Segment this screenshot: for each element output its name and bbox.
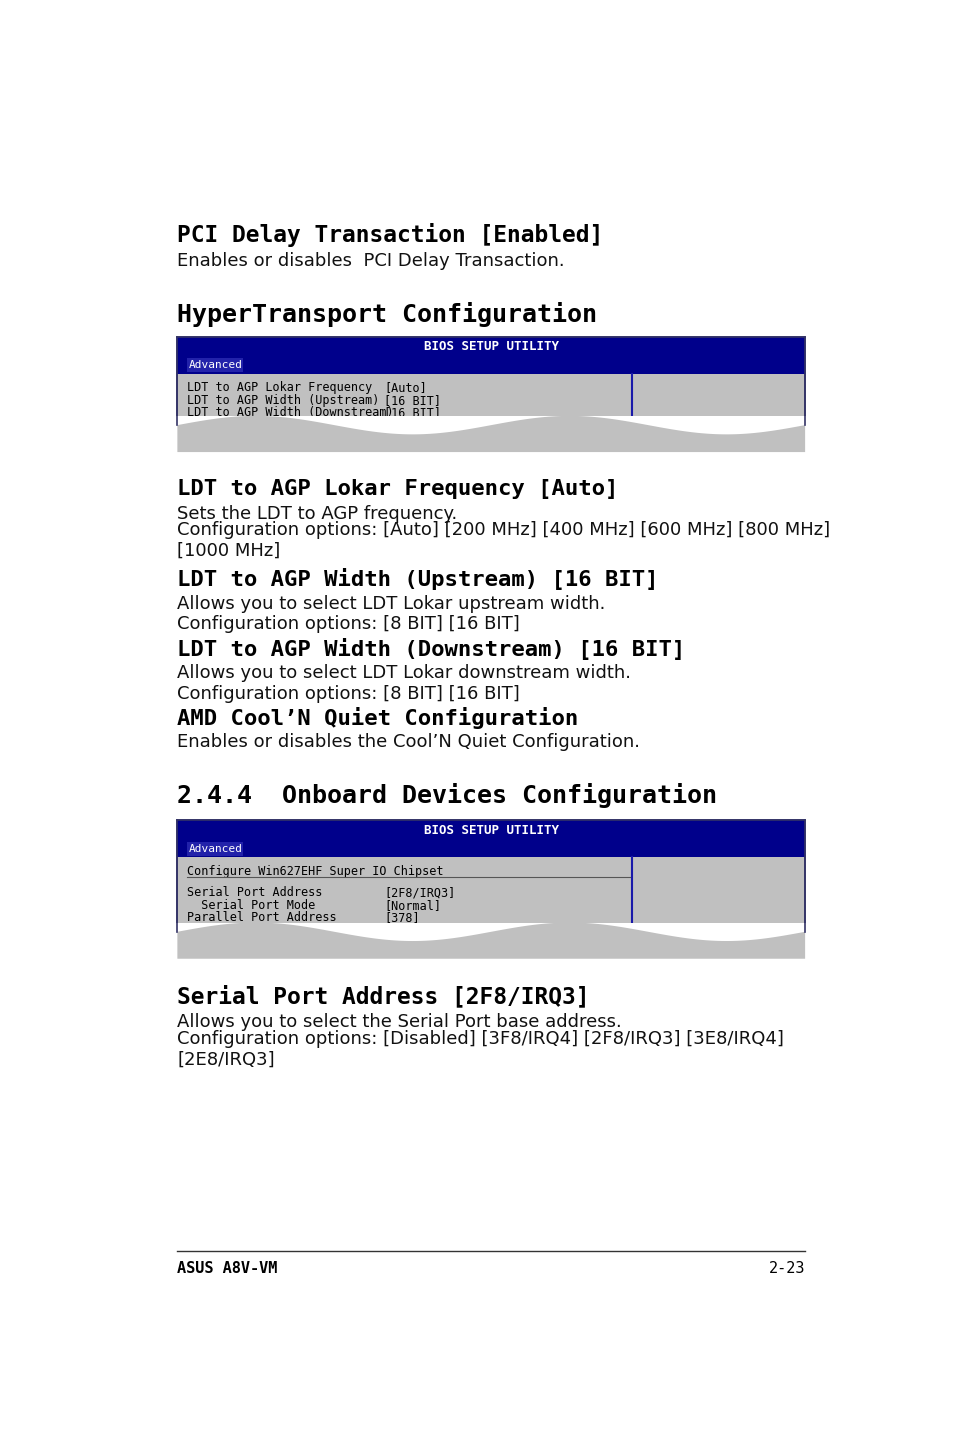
Text: Serial Port Address [2F8/IRQ3]: Serial Port Address [2F8/IRQ3] [177, 985, 589, 1008]
Text: Allows you to select the Serial Port base address.: Allows you to select the Serial Port bas… [177, 1014, 621, 1031]
Text: Parallel Port IRQ: Parallel Port IRQ [187, 936, 322, 949]
Text: Enables or disables the Cool’N Quiet Configuration.: Enables or disables the Cool’N Quiet Con… [177, 733, 639, 751]
Text: 2-23: 2-23 [768, 1261, 804, 1277]
Text: [Normal]: [Normal] [384, 899, 441, 912]
Text: LDT to AGP Width (Upstream) [16 BIT]: LDT to AGP Width (Upstream) [16 BIT] [177, 568, 659, 591]
Text: LDT to AGP Width (Downstream) [16 BIT]: LDT to AGP Width (Downstream) [16 BIT] [177, 637, 685, 660]
Text: [378]: [378] [384, 912, 419, 925]
Text: Advanced: Advanced [188, 360, 242, 370]
Bar [177, 820, 804, 840]
Text: Allows you to select LDT Lokar upstream width.
Configuration options: [8 BIT] [1: Allows you to select LDT Lokar upstream … [177, 594, 605, 633]
Text: [2F8/IRQ3]: [2F8/IRQ3] [384, 886, 456, 899]
Bar [177, 336, 804, 357]
Text: Enables or disables  PCI Delay Transaction.: Enables or disables PCI Delay Transactio… [177, 252, 564, 270]
Text: LDT to AGP Lokar Frequency: LDT to AGP Lokar Frequency [187, 381, 372, 394]
Bar [175, 416, 806, 452]
Text: BIOS SETUP UTILITY: BIOS SETUP UTILITY [423, 339, 558, 354]
Text: PCI Delay Transaction [Enabled]: PCI Delay Transaction [Enabled] [177, 223, 603, 246]
Text: LDT to AGP Width (Upstream): LDT to AGP Width (Upstream) [187, 394, 378, 407]
Text: [IRQ7]: [IRQ7] [384, 936, 427, 949]
Bar [177, 336, 804, 449]
Text: [Normal]: [Normal] [384, 923, 441, 936]
Text: Serial Port Mode: Serial Port Mode [187, 899, 314, 912]
Polygon shape [177, 416, 804, 452]
Text: Allows you to select LDT Lokar downstream width.
Configuration options: [8 BIT] : Allows you to select LDT Lokar downstrea… [177, 664, 631, 703]
Text: Configure Win627EHF Super IO Chipset: Configure Win627EHF Super IO Chipset [187, 864, 443, 877]
Text: LDT to AGP Width (Downstream): LDT to AGP Width (Downstream) [187, 406, 393, 418]
Text: Configuration options: [Auto] [200 MHz] [400 MHz] [600 MHz] [800 MHz]
[1000 MHz]: Configuration options: [Auto] [200 MHz] … [177, 521, 830, 559]
Text: [16 BIT]: [16 BIT] [384, 406, 441, 418]
Text: LDT to AGP Lokar Frequency [Auto]: LDT to AGP Lokar Frequency [Auto] [177, 479, 618, 499]
Bar [175, 923, 806, 959]
Text: [Auto]: [Auto] [384, 381, 427, 394]
Text: Configuration options: [Disabled] [3F8/IRQ4] [2F8/IRQ3] [3E8/IRQ4]
[2E8/IRQ3]: Configuration options: [Disabled] [3F8/I… [177, 1031, 783, 1068]
Text: Serial Port Address: Serial Port Address [187, 886, 322, 899]
Text: Sets the LDT to AGP frequency.: Sets the LDT to AGP frequency. [177, 505, 457, 523]
Bar [187, 358, 243, 372]
Text: HyperTransport Configuration: HyperTransport Configuration [177, 302, 597, 326]
Text: Advanced: Advanced [188, 844, 242, 854]
Text: [16 BIT]: [16 BIT] [384, 394, 441, 407]
Text: 2.4.4  Onboard Devices Configuration: 2.4.4 Onboard Devices Configuration [177, 784, 717, 808]
Polygon shape [177, 923, 804, 959]
Bar [187, 841, 243, 856]
Bar [177, 840, 804, 857]
Text: Parallel Port Mode: Parallel Port Mode [187, 923, 314, 936]
Text: AMD Cool’N Quiet Configuration: AMD Cool’N Quiet Configuration [177, 707, 578, 729]
Bar [177, 357, 804, 374]
Bar [177, 820, 804, 955]
Text: ASUS A8V-VM: ASUS A8V-VM [177, 1261, 277, 1277]
Text: BIOS SETUP UTILITY: BIOS SETUP UTILITY [423, 824, 558, 837]
Text: Parallel Port Address: Parallel Port Address [187, 912, 336, 925]
